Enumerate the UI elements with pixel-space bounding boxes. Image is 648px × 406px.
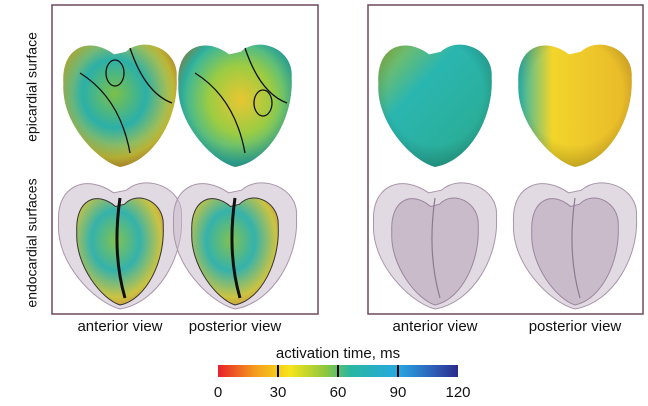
column-label: anterior view bbox=[77, 318, 162, 335]
heart-shading bbox=[518, 45, 632, 167]
colorbar-tick-label: 60 bbox=[330, 384, 347, 401]
figure: epicardial surface endocardial surfaces an… bbox=[0, 0, 648, 406]
colorbar-tick-label: 90 bbox=[390, 384, 407, 401]
colorbar-tick-label: 30 bbox=[270, 384, 287, 401]
colorbar-label: activation time, ms bbox=[276, 345, 400, 362]
column-label: posterior view bbox=[189, 318, 282, 335]
colorbar-tick-label: 120 bbox=[445, 384, 470, 401]
column-label: anterior view bbox=[392, 318, 477, 335]
colorbar-tick-label: 0 bbox=[214, 384, 222, 401]
row-label: endocardial surfaces bbox=[24, 178, 40, 307]
column-label: posterior view bbox=[529, 318, 622, 335]
heart-shading bbox=[378, 45, 492, 167]
row-label: epicardial surface bbox=[24, 32, 40, 142]
heart-shading bbox=[178, 45, 292, 167]
heart-renderings bbox=[58, 45, 636, 309]
